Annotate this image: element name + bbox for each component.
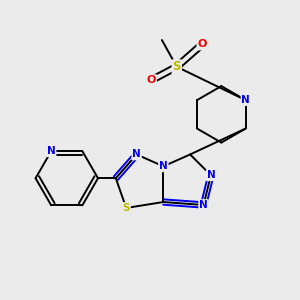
Text: N: N	[207, 170, 215, 180]
Text: S: S	[172, 60, 181, 73]
Text: N: N	[159, 161, 168, 171]
Text: O: O	[147, 75, 156, 85]
Text: S: S	[122, 203, 130, 213]
Text: N: N	[47, 146, 56, 156]
Text: O: O	[197, 40, 207, 50]
Text: N: N	[132, 149, 141, 160]
Text: N: N	[199, 200, 208, 210]
Text: N: N	[242, 95, 250, 105]
